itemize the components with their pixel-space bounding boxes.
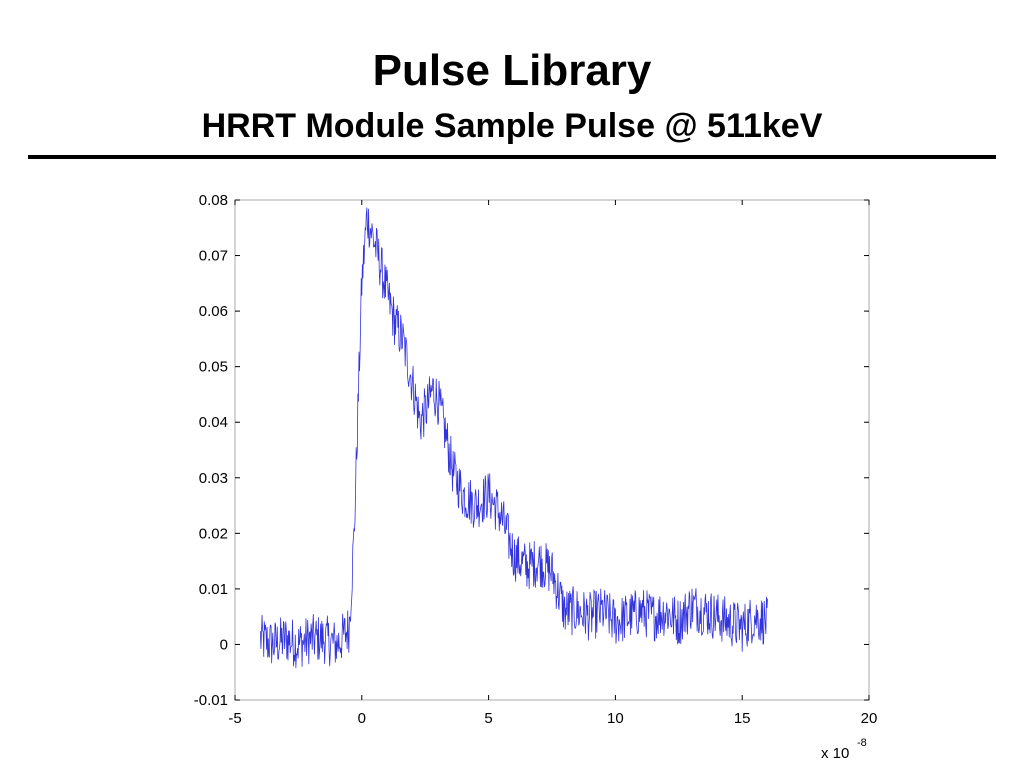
y-tick-label: -0.01 [194, 692, 228, 709]
x-tick-label: 15 [734, 710, 751, 727]
x-tick-label: 0 [358, 710, 366, 727]
axis-ticks [234, 199, 870, 701]
axis-tick-labels: -5 0 5 10 15 20 -0.01 0 0.01 0.02 0.03 0.04 0.05 0.06… [194, 192, 878, 727]
x-multiplier-exponent: -8 [857, 737, 867, 749]
plot-area-frame [234, 199, 870, 701]
x-tick-label: 20 [861, 710, 878, 727]
y-tick-label: 0.05 [199, 359, 228, 376]
x-tick-label: 10 [607, 710, 624, 727]
pulse-trace [259, 207, 768, 669]
y-tick-label: 0.07 [199, 248, 228, 265]
y-tick-label: 0.03 [199, 470, 228, 487]
y-tick-label: 0 [220, 636, 228, 653]
x-multiplier-label: x 10 [821, 745, 849, 762]
y-tick-label: 0.02 [199, 525, 228, 542]
slide-subtitle: HRRT Module Sample Pulse @ 511keV [201, 107, 823, 145]
y-tick-label: 0.06 [199, 303, 228, 320]
x-tick-label: 5 [484, 710, 492, 727]
y-tick-label: 0.01 [199, 581, 228, 598]
y-tick-label: 0.04 [199, 414, 228, 431]
title-divider [28, 155, 996, 159]
x-tick-label: -5 [228, 710, 241, 727]
y-tick-label: 0.08 [199, 192, 228, 209]
slide-title: Pulse Library [372, 46, 652, 95]
